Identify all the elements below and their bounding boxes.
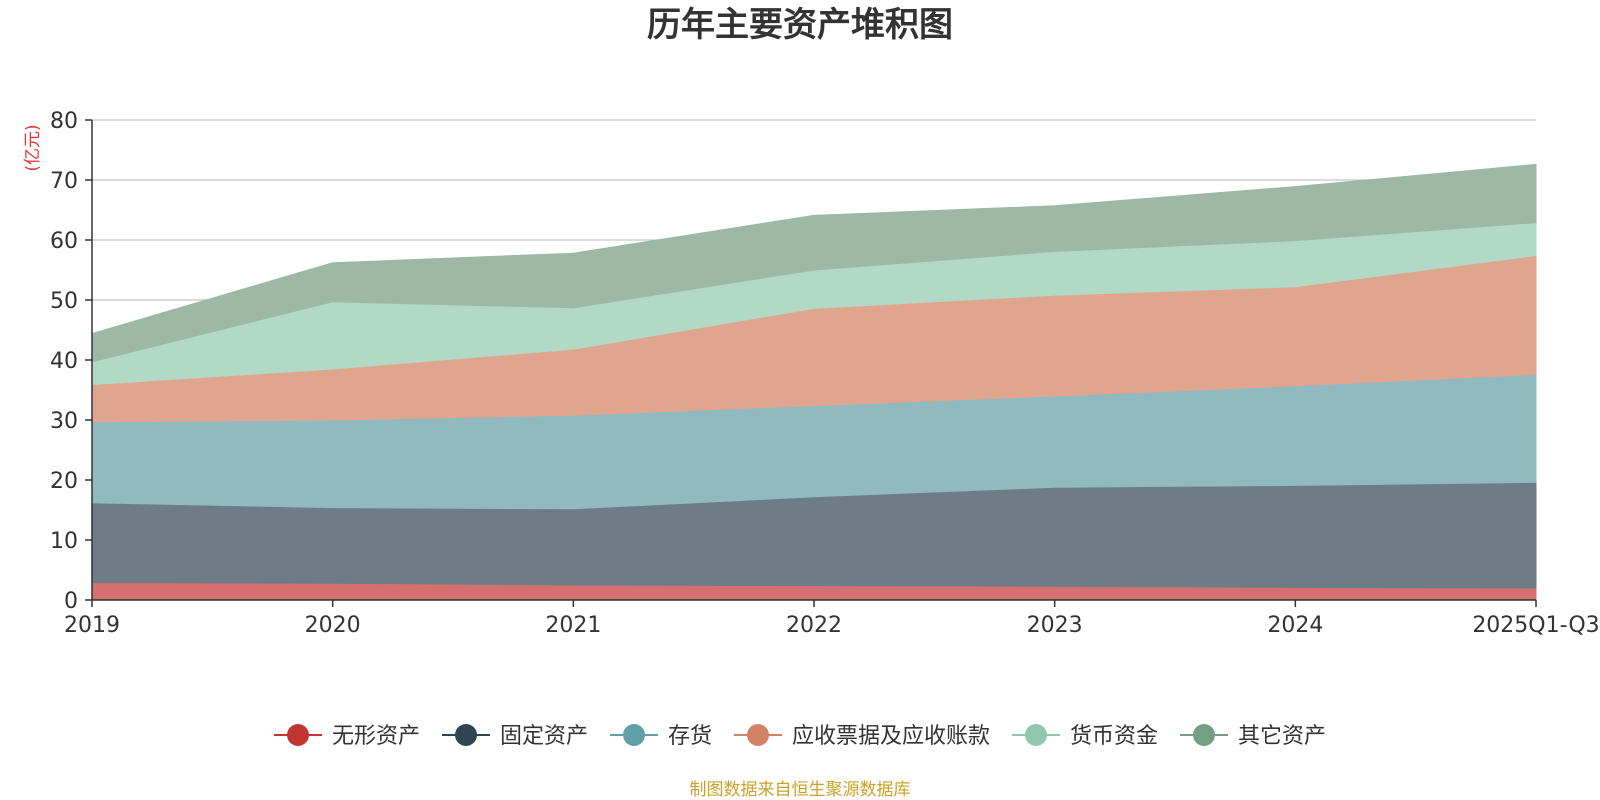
y-tick-label: 50 — [50, 289, 78, 314]
y-tick-label: 60 — [50, 229, 78, 254]
legend-item: 无形资产 — [274, 724, 420, 749]
x-tick-label: 2021 — [545, 613, 601, 638]
legend-label: 其它资产 — [1238, 724, 1326, 749]
x-axis-ticks: 2019 2020 2021 2022 2023 2024 2025Q1-Q3 — [64, 600, 1600, 638]
data-source-note: 制图数据来自恒生聚源数据库 — [690, 780, 911, 800]
y-tick-label: 0 — [64, 589, 78, 614]
legend-marker — [287, 724, 309, 746]
y-tick-label: 80 — [50, 109, 78, 134]
y-tick-label: 10 — [50, 529, 78, 554]
y-tick-label: 40 — [50, 349, 78, 374]
legend-marker — [1193, 724, 1215, 746]
x-tick-label: 2022 — [786, 613, 842, 638]
area-series-6 — [91, 163, 1537, 363]
legend-label: 固定资产 — [500, 724, 588, 749]
y-tick-label: 70 — [50, 169, 78, 194]
x-tick-label: 2020 — [305, 613, 361, 638]
legend-label: 无形资产 — [332, 724, 420, 749]
legend-label: 货币资金 — [1070, 724, 1158, 749]
chart-title: 历年主要资产堆积图 — [647, 5, 953, 45]
legend-item: 货币资金 — [1012, 724, 1158, 749]
legend-marker — [747, 724, 769, 746]
x-tick-label: 2025Q1-Q3 — [1472, 613, 1599, 638]
y-tick-label: 30 — [50, 409, 78, 434]
x-tick-label: 2023 — [1027, 613, 1083, 638]
legend-label: 存货 — [668, 724, 712, 749]
legend-item: 存货 — [610, 724, 712, 749]
legend-item: 其它资产 — [1180, 724, 1326, 749]
y-tick-label: 20 — [50, 469, 78, 494]
legend-marker — [1025, 724, 1047, 746]
legend-item: 应收票据及应收账款 — [734, 724, 990, 749]
y-axis-ticks: 0 10 20 30 40 50 60 70 80 — [50, 109, 92, 614]
x-tick-label: 2024 — [1267, 613, 1323, 638]
legend-item: 固定资产 — [442, 724, 588, 749]
x-tick-label: 2019 — [64, 613, 120, 638]
area-series — [91, 163, 1537, 601]
legend-marker — [623, 724, 645, 746]
y-axis-unit-label: (亿元) — [23, 124, 43, 171]
legend-marker — [455, 724, 477, 746]
legend-label: 应收票据及应收账款 — [792, 724, 990, 749]
legend: 无形资产 固定资产 存货 应收票据及应收账款 货币资金 其它资产 — [274, 724, 1326, 749]
